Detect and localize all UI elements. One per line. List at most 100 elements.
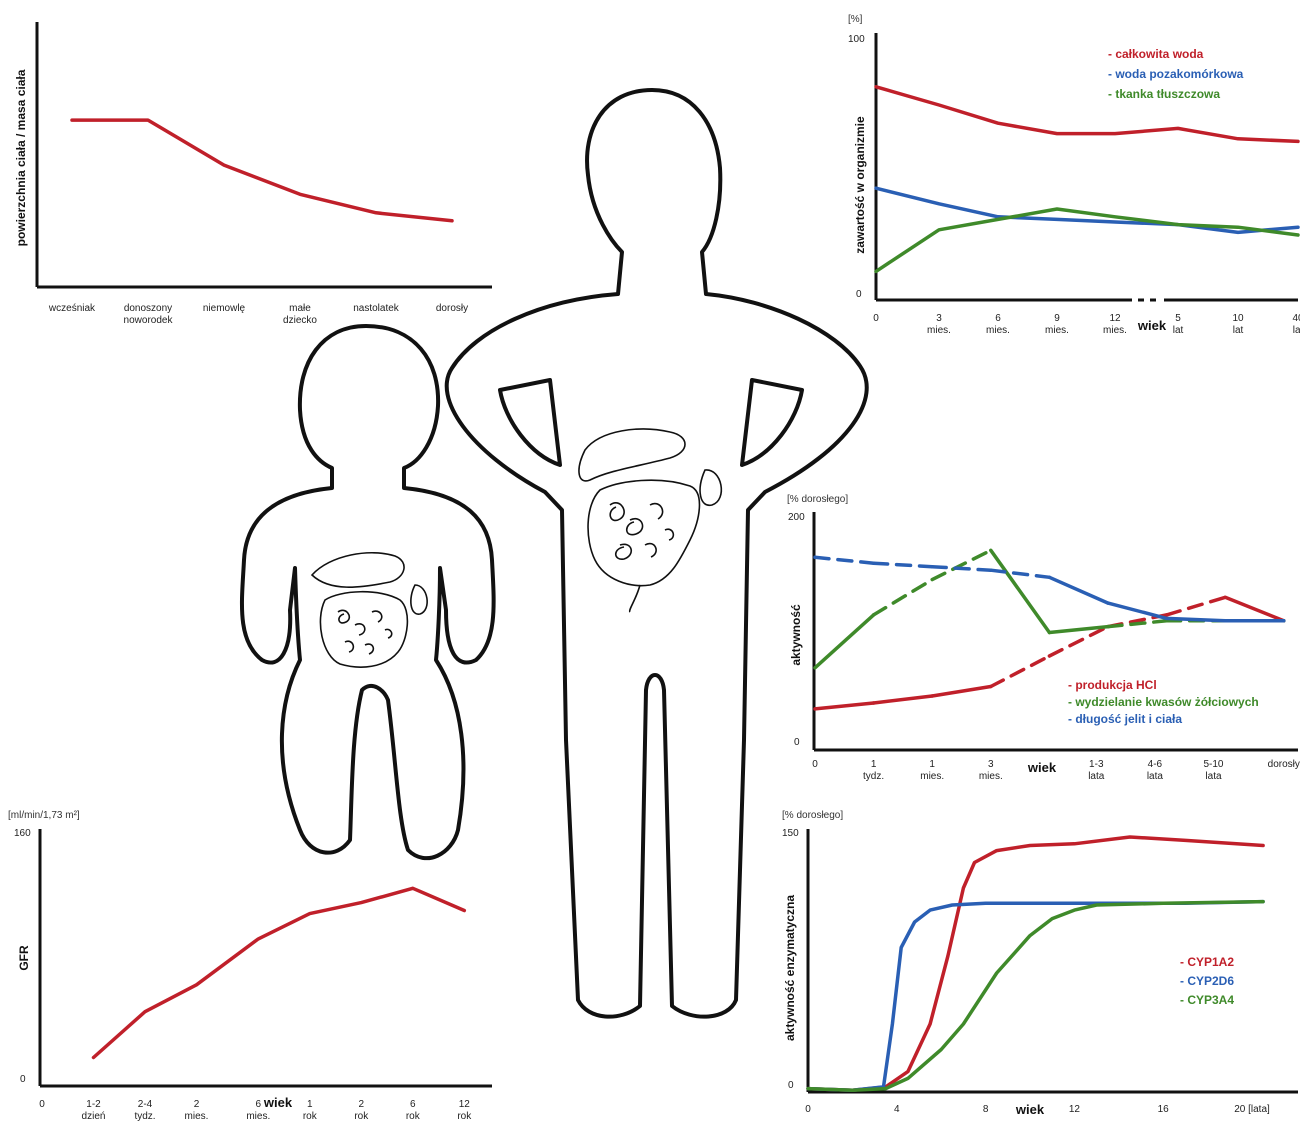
gi-series-hcl-production-seg-0: [813, 701, 876, 711]
gi-x-tick-6: 5-10: [1203, 759, 1223, 770]
gi-y-tick-0: 0: [794, 737, 800, 748]
cyp-legend-blue: - CYP2D6: [1180, 974, 1234, 988]
cyp-legend-green: - CYP3A4: [1180, 993, 1234, 1007]
gfr-x-tick-4: 6: [256, 1099, 262, 1110]
chart-bsa: powierzchnia ciała / masa ciała wcześnia…: [14, 22, 492, 326]
gi-series-bile-acid-secretion-seg-5: [1106, 619, 1169, 629]
gfr-y-label: GFR: [17, 945, 31, 971]
gi-series-intestine-length-seg-6: [1164, 616, 1227, 623]
gi-series-layer: [813, 548, 1286, 711]
water-legend-green: - tkanka tłuszczowa: [1108, 87, 1220, 101]
gfr-x-tick-2: 2-4: [138, 1099, 153, 1110]
gfr-x-label: wiek: [263, 1095, 293, 1110]
gi-x-tick-7: dorosły: [1268, 759, 1300, 770]
bsa-category-label-2: niemowlę: [203, 303, 246, 314]
water-x-tick-1: 3: [936, 313, 942, 324]
gi-series-bile-acid-secretion-seg-3: [989, 548, 1052, 635]
gi-series-hcl-production-seg-1: [871, 694, 934, 705]
gi-x-tick-5: 4-6: [1148, 759, 1163, 770]
gfr-series-layer: [91, 886, 467, 1060]
bsa-category-label-4: nastolatek: [353, 303, 400, 314]
gi-x-tick-1-sub: tydz.: [863, 771, 884, 782]
cyp-x-ticks: 0 4 8 12 16 20 [lata]: [805, 1104, 1270, 1115]
water-x-tick-6: 10: [1232, 313, 1244, 324]
gfr-x-tick-5: 1: [307, 1099, 313, 1110]
water-x-tick-7: 40: [1292, 313, 1300, 324]
gfr-x-tick-8: 12: [459, 1099, 471, 1110]
gi-x-ticks: 0 1tydz.1mies.3mies.1-3lata4-6lata5-10lat…: [812, 759, 1300, 782]
water-x-tick-2-sub: mies.: [986, 325, 1010, 336]
gfr-x-tick-8-sub: rok: [457, 1111, 472, 1122]
water-series-extracellular-water: [874, 186, 1300, 235]
water-x-tick-4: 12: [1109, 313, 1121, 324]
water-y-tick-100: 100: [848, 34, 865, 45]
gi-series-intestine-length-seg-3: [989, 568, 1052, 580]
water-legend-red: - całkowita woda: [1108, 47, 1204, 61]
water-series-adipose-tissue: [874, 207, 1300, 274]
cyp-series-cyp1a2: [806, 835, 1265, 1093]
bsa-category-label-3-sub: dziecko: [283, 315, 317, 326]
cyp-x-tick-0: 0: [805, 1104, 811, 1115]
water-x-label: wiek: [1137, 318, 1167, 333]
cyp-legend-red: - CYP1A2: [1180, 955, 1234, 969]
gi-legend-blue: - długość jelit i ciała: [1068, 712, 1182, 726]
cyp-x-label: wiek: [1015, 1102, 1045, 1117]
water-y-tick-0: 0: [856, 289, 862, 300]
cyp-y-tick-0: 0: [788, 1080, 794, 1091]
water-unit: [%]: [848, 14, 863, 25]
gi-series-bile-acid-secretion-seg-0: [813, 613, 876, 670]
water-series-total-water: [874, 85, 1300, 144]
adult-body-outline: [444, 88, 869, 1019]
gfr-y-tick-160: 160: [14, 828, 31, 839]
water-x-tick-0: 0: [873, 313, 879, 324]
gi-series-hcl-production-seg-7: [1223, 595, 1286, 623]
gi-x-label: wiek: [1027, 760, 1057, 775]
gfr-x-tick-3-sub: mies.: [185, 1111, 209, 1122]
gi-x-tick-2: 1: [929, 759, 935, 770]
cyp-series-cyp3a4: [806, 899, 1265, 1093]
gi-series-intestine-length-seg-0: [813, 555, 876, 565]
gi-series-hcl-production-seg-4: [1047, 624, 1110, 658]
water-y-label: zawartość w organizmie: [853, 116, 867, 254]
gi-series-intestine-length-seg-1: [871, 561, 934, 569]
cyp-legend: - CYP1A2 - CYP2D6 - CYP3A4: [1180, 955, 1234, 1007]
gi-x-tick-1: 1: [871, 759, 877, 770]
water-x-tick-2: 6: [995, 313, 1001, 324]
gi-legend: - produkcja HCl - wydzielanie kwasów żół…: [1068, 678, 1259, 726]
chart-gi: [% dorosłego] 0 200 aktywność wiek 0 1tyd…: [787, 494, 1300, 782]
bsa-category-label-0: wcześniak: [48, 303, 96, 314]
gfr-x-tick-1-sub: dzień: [82, 1111, 106, 1122]
water-x-tick-7-sub: lat: [1293, 325, 1300, 336]
water-x-tick-5: 5: [1175, 313, 1181, 324]
water-series-layer: [874, 85, 1300, 274]
gi-legend-green: - wydzielanie kwasów żółciowych: [1068, 695, 1259, 709]
bsa-series-line: [70, 118, 454, 223]
digestive-organs-sketch: [310, 428, 723, 668]
gfr-x-tick-2-sub: tydz.: [134, 1111, 155, 1122]
cyp-series-layer: [806, 835, 1265, 1093]
cyp-x-tick-4: 16: [1158, 1104, 1170, 1115]
gfr-unit: [ml/min/1,73 m²]: [8, 810, 80, 821]
water-x-tick-6-sub: lat: [1233, 325, 1244, 336]
water-x-tick-3-sub: mies.: [1045, 325, 1069, 336]
bsa-category-label-1-sub: noworodek: [124, 315, 174, 326]
cyp-unit: [% dorosłego]: [782, 810, 843, 821]
water-x-tick-1-sub: mies.: [927, 325, 951, 336]
gi-series-intestine-length-seg-4: [1047, 575, 1110, 605]
gi-series-bile-acid-secretion-seg-4: [1047, 624, 1110, 635]
gi-y-tick-200: 200: [788, 512, 805, 523]
gfr-x-tick-7-sub: rok: [406, 1111, 421, 1122]
chart-water: [%] 0 100 zawartość w organizmie wiek 0 3…: [848, 14, 1300, 336]
cyp-x-tick-5: 20 [lata]: [1234, 1104, 1270, 1115]
water-legend-blue: - woda pozakomórkowa: [1108, 67, 1244, 81]
gfr-x-tick-7: 6: [410, 1099, 416, 1110]
gi-y-label: aktywność: [789, 604, 803, 666]
gi-x-tick-3-sub: mies.: [979, 771, 1003, 782]
chart-gfr: [ml/min/1,73 m²] 0 160 GFR wiek 0 1-2dzie…: [8, 810, 492, 1122]
gfr-x-tick-6-sub: rok: [354, 1111, 369, 1122]
gi-unit: [% dorosłego]: [787, 494, 848, 505]
cyp-x-tick-1: 4: [894, 1104, 900, 1115]
